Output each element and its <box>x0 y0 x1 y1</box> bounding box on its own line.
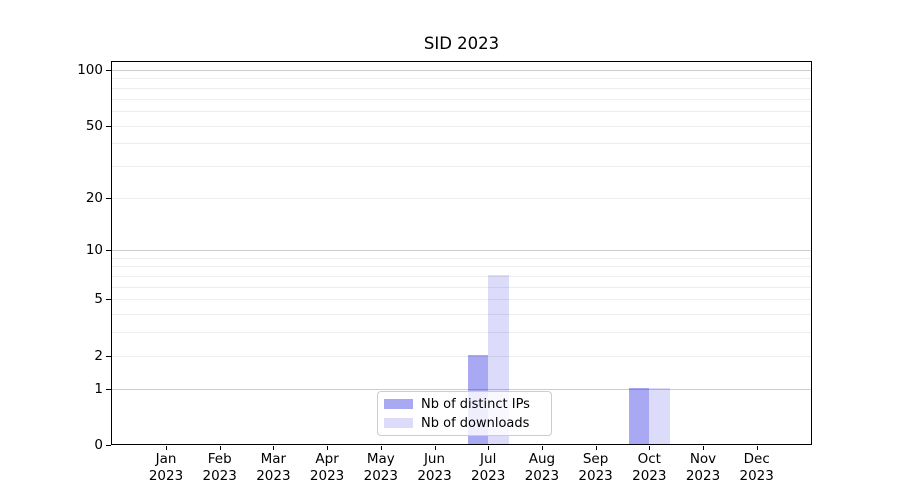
y-tick-label: 20 <box>85 189 103 206</box>
x-tick-label-dec: Dec 2023 <box>739 451 774 484</box>
y-tick-mark <box>106 355 111 357</box>
x-tick-label-oct: Oct 2023 <box>632 451 667 484</box>
x-tick-mark <box>541 446 543 450</box>
gridline-minor <box>112 87 811 89</box>
gridline-minor <box>112 286 811 288</box>
y-tick-mark <box>106 388 111 390</box>
bar-distinct-ips-oct <box>628 387 650 444</box>
x-tick-label-aug: Aug 2023 <box>524 451 560 484</box>
x-tick-mark <box>380 446 382 450</box>
x-tick-mark <box>434 446 436 450</box>
gridline-minor <box>112 314 811 316</box>
y-tick-label: 10 <box>85 242 103 259</box>
y-tick-mark <box>106 250 111 252</box>
gridline-major <box>112 70 811 71</box>
gridline-minor <box>112 332 811 334</box>
x-tick-mark <box>488 446 490 450</box>
y-tick-label: 100 <box>77 62 103 78</box>
x-tick-mark <box>649 446 651 450</box>
gridline-major <box>112 388 811 390</box>
y-tick-label: 50 <box>85 117 103 134</box>
x-tick-label-jan: Jan 2023 <box>148 451 184 484</box>
x-tick-mark <box>166 446 167 450</box>
gridline-minor <box>112 78 811 80</box>
y-tick-mark <box>106 299 111 301</box>
x-tick-label-may: May 2023 <box>363 451 398 484</box>
gridline-minor <box>112 125 811 127</box>
y-tick-label: 5 <box>94 291 103 308</box>
x-tick-label-jun: Jun 2023 <box>417 451 452 484</box>
y-tick-mark <box>106 125 111 127</box>
chart-title: SID 2023 <box>423 34 500 53</box>
legend-swatch-downloads <box>384 418 413 428</box>
y-tick-mark <box>106 445 111 446</box>
legend-swatch-distinct-ips <box>384 399 413 409</box>
gridline-minor <box>112 299 811 301</box>
gridline-minor <box>112 276 811 278</box>
x-tick-mark <box>703 446 704 450</box>
bar-downloads-oct <box>649 387 670 444</box>
gridline-minor <box>112 266 811 268</box>
legend-item-downloads: Nb of downloads <box>384 416 545 431</box>
x-tick-mark <box>595 446 597 450</box>
legend-label-downloads: Nb of downloads <box>421 415 530 431</box>
x-tick-mark <box>219 446 221 450</box>
legend-item-distinct-ips: Nb of distinct IPs <box>384 397 545 412</box>
y-tick-label: 2 <box>94 347 103 364</box>
y-tick-mark <box>106 70 111 71</box>
gridline-minor <box>112 165 811 167</box>
y-tick-label: 1 <box>94 380 103 397</box>
x-tick-mark <box>273 446 275 450</box>
x-tick-label-nov: Nov 2023 <box>685 451 721 484</box>
gridline-minor <box>112 197 811 199</box>
x-tick-label-sep: Sep 2023 <box>578 451 613 484</box>
plot-area <box>111 61 812 445</box>
gridline-major <box>112 250 811 252</box>
gridline-minor <box>112 98 811 100</box>
gridline-minor <box>112 355 811 357</box>
x-tick-label-apr: Apr 2023 <box>309 451 345 484</box>
gridline-minor <box>112 257 811 259</box>
y-tick-mark <box>106 197 111 199</box>
y-tick-label: 0 <box>94 437 103 453</box>
gridline-minor <box>112 110 811 112</box>
gridline-minor <box>112 143 811 145</box>
x-tick-mark <box>756 446 758 450</box>
legend-label-distinct-ips: Nb of distinct IPs <box>421 396 530 412</box>
x-tick-label-feb: Feb 2023 <box>202 451 237 484</box>
x-tick-mark <box>327 446 329 450</box>
chart-legend: Nb of distinct IPs Nb of downloads <box>377 391 552 436</box>
x-tick-label-jul: Jul 2023 <box>471 451 506 484</box>
x-tick-label-mar: Mar 2023 <box>256 451 291 484</box>
